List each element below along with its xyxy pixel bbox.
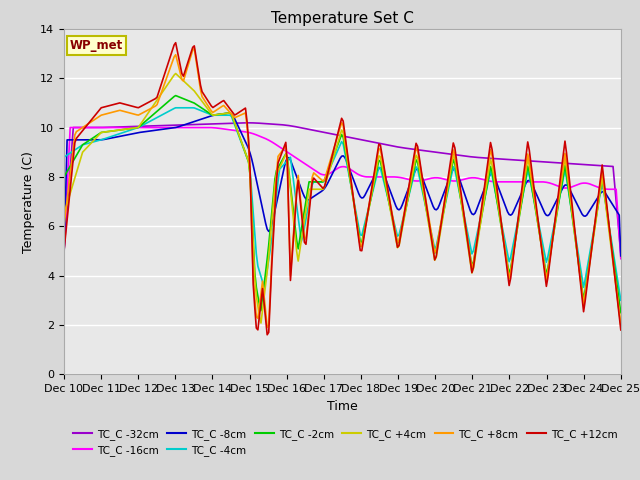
TC_C +8cm xyxy=(246,171,254,177)
TC_C -32cm xyxy=(226,120,234,126)
TC_C -16cm xyxy=(305,164,313,169)
TC_C -4cm xyxy=(228,114,236,120)
TC_C -16cm xyxy=(60,248,68,254)
TC_C -2cm xyxy=(60,174,68,180)
Y-axis label: Temperature (C): Temperature (C) xyxy=(22,151,35,252)
TC_C +4cm xyxy=(228,111,236,117)
TC_C -2cm xyxy=(305,179,313,185)
TC_C -8cm xyxy=(588,205,595,211)
TC_C +8cm xyxy=(589,235,596,241)
TC_C +4cm xyxy=(172,71,179,76)
TC_C +12cm xyxy=(307,195,314,201)
TC_C -8cm xyxy=(228,111,236,117)
TC_C -8cm xyxy=(225,110,232,116)
TC_C -4cm xyxy=(255,268,263,274)
TC_C +8cm xyxy=(617,322,625,328)
TC_C -4cm xyxy=(588,241,595,247)
Legend: TC_C -32cm, TC_C -16cm, TC_C -8cm, TC_C -4cm, TC_C -2cm, TC_C +4cm, TC_C +8cm, T: TC_C -32cm, TC_C -16cm, TC_C -8cm, TC_C … xyxy=(69,424,621,460)
TC_C -32cm xyxy=(588,162,595,168)
TC_C -8cm xyxy=(255,192,263,197)
TC_C +4cm xyxy=(588,250,595,255)
TC_C +8cm xyxy=(263,324,271,330)
TC_C +12cm xyxy=(617,327,625,333)
Line: TC_C +4cm: TC_C +4cm xyxy=(64,73,621,325)
TC_C -4cm xyxy=(172,105,179,111)
TC_C -2cm xyxy=(172,93,179,98)
TC_C +8cm xyxy=(191,46,198,51)
TC_C -8cm xyxy=(305,197,313,203)
TC_C +12cm xyxy=(263,332,271,337)
TC_C +4cm xyxy=(60,211,68,217)
TC_C +12cm xyxy=(589,236,596,242)
TC_C +8cm xyxy=(228,111,236,117)
TC_C -16cm xyxy=(255,133,263,139)
TC_C -2cm xyxy=(246,172,254,178)
TC_C -32cm xyxy=(305,127,313,132)
Title: Temperature Set C: Temperature Set C xyxy=(271,11,414,26)
TC_C +12cm xyxy=(60,248,68,254)
Text: WP_met: WP_met xyxy=(70,39,123,52)
Line: TC_C -4cm: TC_C -4cm xyxy=(64,108,621,300)
TC_C +12cm xyxy=(228,108,236,114)
TC_C -8cm xyxy=(246,150,254,156)
TC_C -16cm xyxy=(617,256,625,262)
TC_C -4cm xyxy=(617,298,625,303)
TC_C -2cm xyxy=(228,111,236,117)
TC_C -2cm xyxy=(129,125,136,131)
TC_C +8cm xyxy=(60,223,68,229)
X-axis label: Time: Time xyxy=(327,400,358,413)
TC_C +8cm xyxy=(129,111,136,117)
TC_C -32cm xyxy=(617,251,625,256)
TC_C -2cm xyxy=(617,310,625,315)
TC_C -16cm xyxy=(67,125,74,131)
TC_C +4cm xyxy=(255,313,263,319)
Line: TC_C -16cm: TC_C -16cm xyxy=(64,128,621,259)
TC_C -16cm xyxy=(246,130,254,136)
TC_C +12cm xyxy=(172,40,179,46)
TC_C +4cm xyxy=(129,125,136,131)
TC_C -32cm xyxy=(60,248,68,254)
Line: TC_C -32cm: TC_C -32cm xyxy=(64,123,621,253)
TC_C +4cm xyxy=(305,186,313,192)
Line: TC_C -2cm: TC_C -2cm xyxy=(64,96,621,312)
TC_C -16cm xyxy=(228,127,236,133)
TC_C +12cm xyxy=(129,103,136,109)
Line: TC_C -8cm: TC_C -8cm xyxy=(64,113,621,257)
TC_C -16cm xyxy=(130,125,138,131)
Line: TC_C +8cm: TC_C +8cm xyxy=(64,48,621,327)
TC_C +12cm xyxy=(255,313,263,319)
TC_C -32cm xyxy=(129,124,136,130)
TC_C -8cm xyxy=(617,253,625,259)
TC_C -4cm xyxy=(129,127,136,132)
TC_C +8cm xyxy=(255,303,263,309)
Line: TC_C +12cm: TC_C +12cm xyxy=(64,43,621,335)
TC_C +8cm xyxy=(307,190,314,196)
TC_C -2cm xyxy=(255,302,263,308)
TC_C +12cm xyxy=(246,168,254,174)
TC_C -2cm xyxy=(588,247,595,252)
TC_C -16cm xyxy=(588,182,595,188)
TC_C -8cm xyxy=(60,254,68,260)
TC_C -4cm xyxy=(246,168,254,174)
TC_C -32cm xyxy=(243,120,251,126)
TC_C +4cm xyxy=(246,173,254,179)
TC_C +4cm xyxy=(617,322,625,328)
TC_C -32cm xyxy=(246,120,254,126)
TC_C -4cm xyxy=(305,199,313,205)
TC_C -32cm xyxy=(255,120,263,126)
TC_C -4cm xyxy=(60,154,68,160)
TC_C -8cm xyxy=(129,131,136,137)
